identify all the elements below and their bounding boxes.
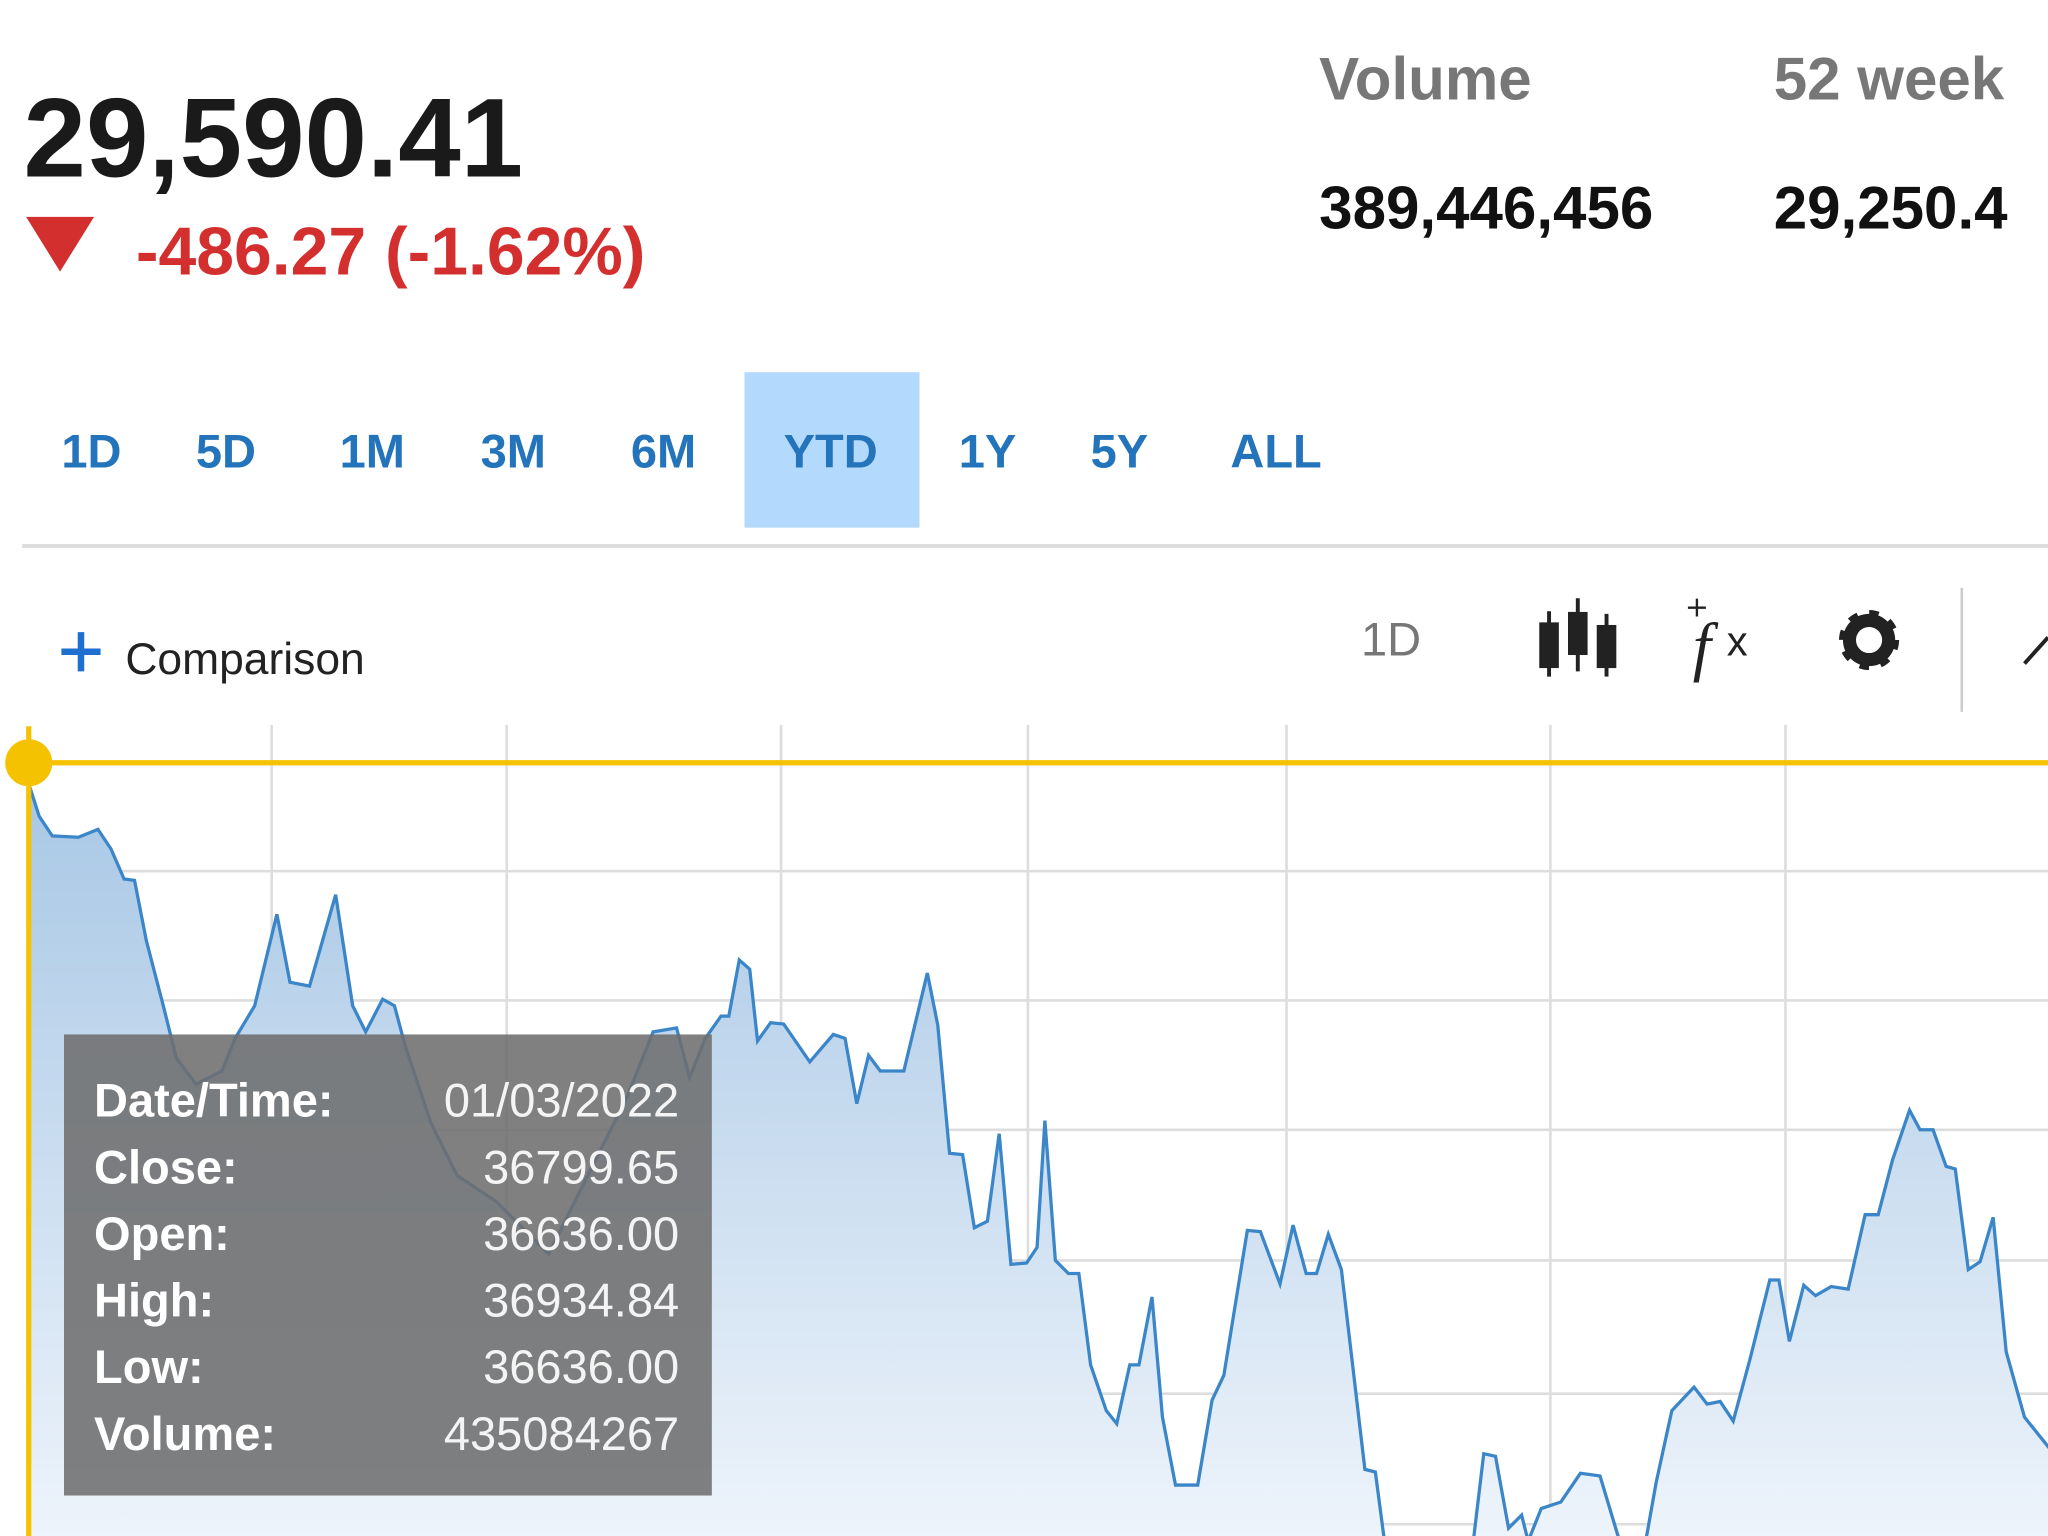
stat-value: 29,250.4 — [1774, 175, 2008, 242]
price: 29,590.41 — [24, 74, 524, 200]
range-button[interactable]: 1M — [340, 425, 405, 478]
range-button[interactable]: 5D — [196, 425, 256, 478]
indicators-icon[interactable]: + f x — [1685, 589, 1748, 683]
price-change: -486.27 (-1.62%) — [136, 214, 646, 289]
svg-text:+: + — [1685, 589, 1709, 623]
tooltip-value: 36636.00 — [483, 1340, 679, 1393]
range-button[interactable]: 5Y — [1091, 425, 1149, 478]
comparison-label: Comparison — [125, 635, 364, 684]
range-selected — [744, 372, 920, 528]
range-button[interactable]: 1Y — [959, 425, 1017, 478]
range-buttons: 1D 5D 1M 3M 6M YTD 1Y 5Y ALL — [61, 372, 1322, 528]
stat-label: Volume — [1319, 45, 1532, 112]
tooltip-label: Open: — [94, 1207, 230, 1260]
svg-text:f: f — [1693, 612, 1719, 684]
price-line — [27, 783, 2048, 1536]
tooltip-value: 36799.65 — [483, 1140, 679, 1193]
tooltip-label: Low: — [94, 1340, 204, 1393]
range-button[interactable]: 6M — [631, 425, 696, 478]
tooltip — [63, 1034, 712, 1496]
tooltip-value: 435084267 — [444, 1407, 679, 1460]
tooltip-value: 36636.00 — [483, 1207, 679, 1260]
tooltip-label: Volume: — [94, 1407, 276, 1460]
tooltip-value: 01/03/2022 — [444, 1074, 679, 1127]
svg-text:x: x — [1727, 618, 1748, 665]
tooltip-label: Date/Time: — [94, 1074, 334, 1127]
interval[interactable]: 1D — [1361, 613, 1421, 666]
stat-value: 389,446,456 — [1319, 175, 1653, 242]
crosshair-dot — [5, 739, 53, 787]
down-arrow — [26, 216, 95, 272]
range-button[interactable]: 3M — [481, 425, 546, 478]
tooltip-rows: Date/Time: 01/03/2022 Close: 36799.65 Open: 3… — [94, 1074, 679, 1460]
comparison-button[interactable]: Comparison — [61, 632, 365, 684]
range-button[interactable]: ALL — [1230, 425, 1321, 478]
tooltip-label: High: — [94, 1274, 214, 1327]
chart-type-icon[interactable] — [1539, 598, 1617, 677]
tooltip-value: 36934.84 — [483, 1274, 679, 1327]
range-button[interactable]: YTD — [784, 425, 878, 478]
range-button[interactable]: 1D — [61, 425, 121, 478]
plus-icon — [61, 632, 101, 672]
settings-icon[interactable] — [1839, 609, 1900, 671]
stats: Volume 389,446,456 52 week 29,250.4 — [1319, 45, 2008, 241]
tooltip-label: Close: — [94, 1140, 238, 1193]
stat-label: 52 week — [1774, 45, 2005, 112]
draw-icon[interactable] — [2023, 636, 2048, 665]
